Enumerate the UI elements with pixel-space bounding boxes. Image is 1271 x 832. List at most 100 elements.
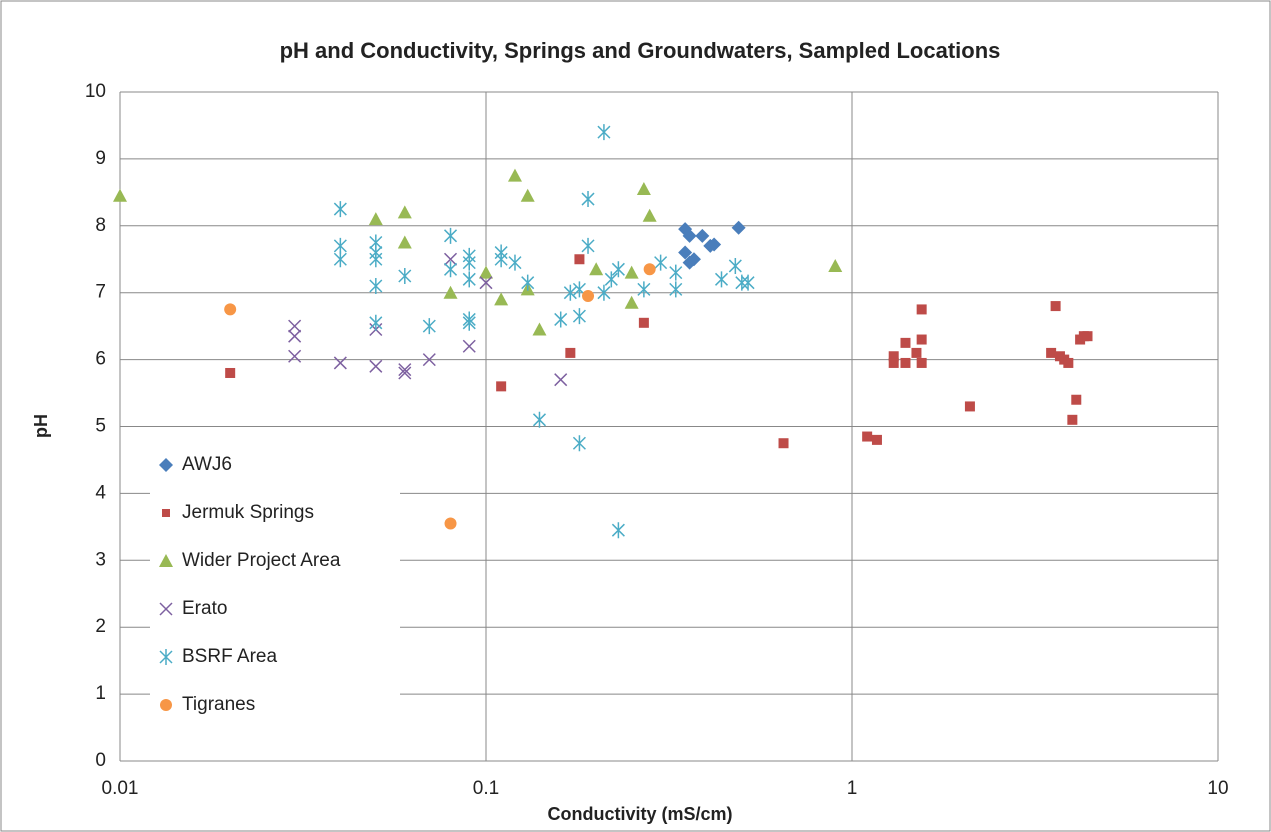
x-tick-label: 0.01 [102, 778, 139, 799]
point [731, 220, 746, 235]
point [397, 205, 412, 219]
point [1046, 347, 1057, 358]
point [288, 319, 302, 333]
point [871, 434, 882, 445]
point [581, 191, 595, 208]
point [572, 308, 586, 325]
point [398, 267, 412, 284]
point [624, 295, 639, 309]
legend-label: Jermuk Springs [182, 502, 314, 523]
x-tick-label: 0.1 [473, 778, 499, 799]
point [494, 292, 509, 306]
y-tick-label: 10 [85, 81, 106, 102]
point [508, 254, 522, 271]
point [422, 318, 436, 335]
point [572, 435, 586, 452]
point [554, 373, 568, 387]
legend-label: Erato [182, 598, 227, 619]
y-tick-label: 7 [95, 282, 106, 303]
series [678, 220, 746, 270]
point [828, 258, 843, 272]
point [778, 438, 789, 449]
legend-label: AWJ6 [182, 454, 232, 475]
point [888, 357, 899, 368]
point [682, 228, 697, 243]
point [636, 182, 651, 196]
legend-marker [160, 699, 172, 711]
point [1050, 301, 1061, 312]
series [113, 168, 843, 336]
point [611, 261, 625, 278]
point [624, 265, 639, 279]
point [682, 255, 697, 270]
series [225, 254, 1093, 449]
point [604, 271, 618, 288]
point [916, 304, 927, 315]
legend-label: Wider Project Area [182, 550, 341, 571]
y-tick-label: 6 [95, 349, 106, 370]
point [520, 188, 535, 202]
point [581, 237, 595, 254]
point [597, 284, 611, 301]
point [669, 264, 683, 281]
point [462, 339, 476, 353]
legend-marker [159, 602, 173, 616]
y-tick-label: 3 [95, 549, 106, 570]
point [678, 245, 693, 260]
point [369, 359, 383, 373]
legend-label: BSRF Area [182, 646, 277, 667]
point [521, 274, 535, 291]
point [582, 290, 595, 303]
point [574, 254, 585, 265]
x-axis-title: Conductivity (mS/cm) [547, 804, 732, 824]
point [964, 401, 975, 412]
series [333, 124, 755, 539]
point [695, 228, 710, 243]
y-tick-label: 2 [95, 616, 106, 637]
point [900, 337, 911, 348]
point [532, 411, 547, 428]
point [397, 235, 412, 249]
point [422, 353, 436, 367]
point [398, 363, 412, 377]
point [589, 262, 604, 276]
point [862, 431, 873, 442]
legend-label: Tigranes [182, 694, 255, 715]
point [479, 276, 493, 290]
x-tick-label: 1 [847, 778, 858, 799]
y-tick-label: 1 [95, 683, 106, 704]
point [333, 201, 347, 218]
point [741, 274, 755, 291]
point [888, 351, 899, 362]
legend-marker [159, 649, 173, 665]
point [333, 251, 347, 268]
chart-title: pH and Conductivity, Springs and Groundw… [280, 38, 1001, 63]
point [1082, 331, 1093, 342]
point [224, 303, 237, 316]
point [369, 278, 383, 295]
legend-box [150, 445, 400, 743]
y-tick-label: 0 [95, 750, 106, 771]
point [444, 517, 457, 530]
point [638, 317, 649, 328]
point [916, 357, 927, 368]
y-tick-label: 8 [95, 215, 106, 236]
point [728, 257, 742, 274]
legend-marker [159, 554, 173, 567]
point [398, 366, 412, 380]
legend-marker [162, 509, 170, 517]
point [642, 208, 657, 222]
point [611, 522, 625, 539]
point [369, 314, 383, 331]
point [288, 329, 302, 343]
point [288, 349, 302, 363]
point [113, 188, 127, 202]
series [224, 263, 656, 530]
x-tick-label: 10 [1207, 778, 1228, 799]
point [507, 168, 522, 182]
point [443, 285, 458, 299]
point [669, 281, 683, 298]
point [225, 367, 236, 378]
y-tick-label: 5 [95, 416, 106, 437]
point [1071, 394, 1082, 405]
